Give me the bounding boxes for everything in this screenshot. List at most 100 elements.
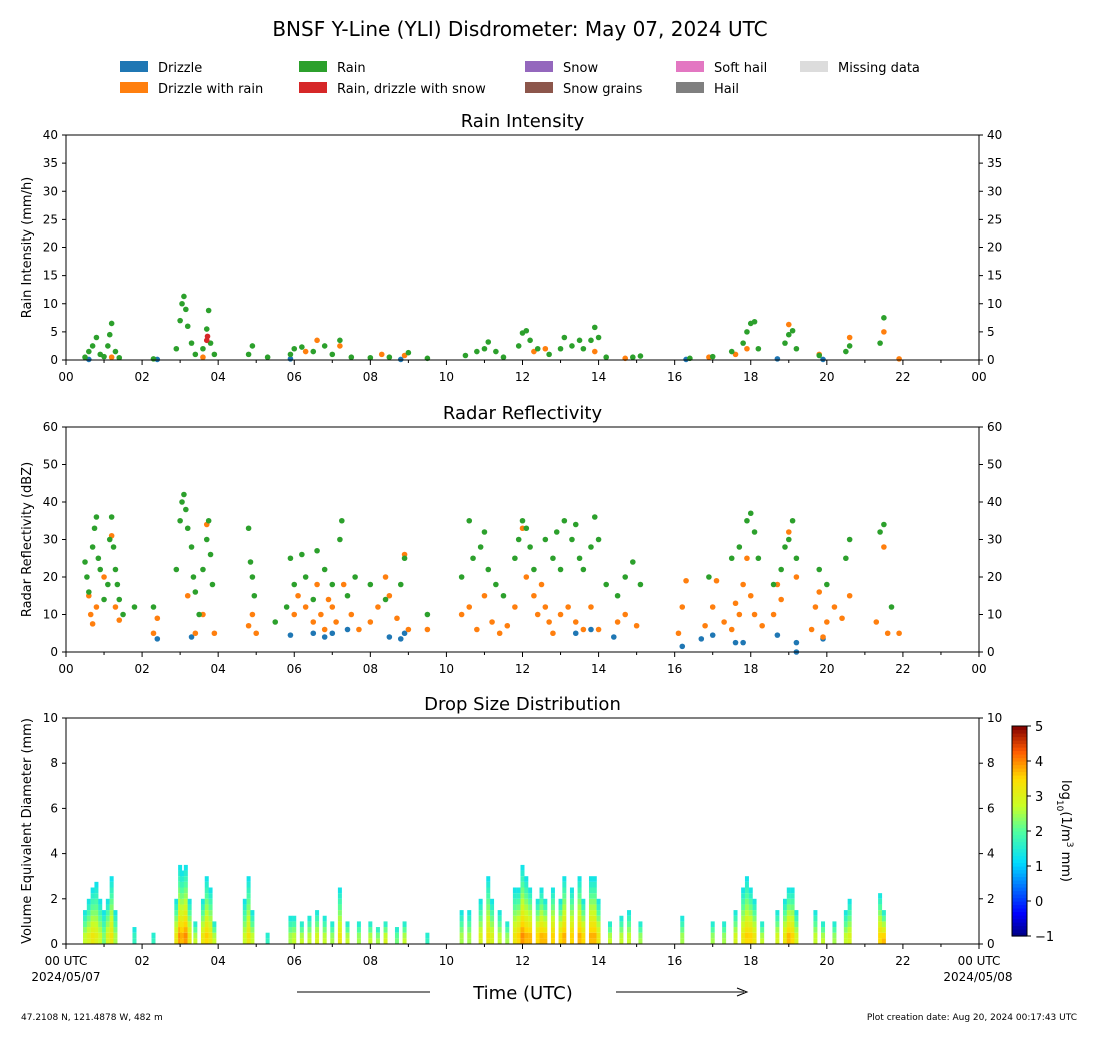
dsd-cell (794, 927, 799, 933)
data-point (367, 581, 374, 588)
dsd-cell (204, 921, 209, 928)
data-point (211, 351, 218, 358)
data-point (82, 354, 88, 360)
data-point (179, 300, 185, 307)
dsd-cell (337, 898, 342, 905)
colorbar-segment (1012, 827, 1027, 832)
dsd-cell (83, 915, 88, 922)
dsd-cell (516, 893, 521, 899)
dsd-cell (741, 921, 746, 928)
dsd-cell (200, 898, 205, 905)
y-tick-label: 0 (987, 353, 995, 367)
data-point (424, 626, 431, 633)
dsd-cell (520, 870, 525, 877)
data-point (344, 626, 351, 633)
x-tick-label: 02 (134, 954, 149, 968)
dsd-cell (782, 921, 787, 928)
dsd-cell (246, 898, 251, 905)
dsd-cell (790, 921, 795, 928)
y-tick-label: 8 (987, 756, 995, 770)
dsd-cell (775, 921, 780, 928)
dsd-cell (246, 881, 251, 888)
dsd-cell (459, 932, 464, 939)
data-point (759, 622, 765, 629)
dsd-cell (524, 898, 529, 905)
dsd-cell (102, 915, 107, 922)
data-point (474, 348, 480, 355)
dsd-cell (528, 893, 533, 899)
dsd-cell (528, 904, 533, 911)
dsd-cell (520, 932, 525, 939)
dsd-cell (878, 898, 883, 905)
colorbar-segment (1012, 768, 1027, 773)
data-point (314, 581, 320, 588)
dsd-cell (109, 893, 114, 899)
dsd-cell (786, 893, 791, 899)
data-point (295, 592, 301, 599)
data-point (542, 536, 549, 543)
data-point (713, 577, 720, 584)
dsd-cell (562, 887, 567, 894)
dsd-cell (183, 881, 188, 888)
dsd-cell (516, 910, 521, 916)
colorbar-segment (1012, 922, 1027, 927)
dsd-cell (710, 927, 715, 933)
dsd-cell (627, 915, 632, 922)
colorbar-tick-label: 4 (1035, 755, 1043, 770)
legend-swatch (120, 61, 148, 72)
data-point (751, 611, 758, 618)
dsd-cell (86, 921, 91, 928)
dsd-cell (627, 932, 632, 939)
dsd-cell (550, 932, 555, 939)
data-point (877, 340, 883, 346)
data-point (485, 339, 492, 345)
dsd-cell (794, 938, 799, 944)
data-point (116, 617, 123, 623)
colorbar-segment (1012, 733, 1027, 738)
dsd-cell (543, 932, 548, 939)
data-point (709, 353, 716, 360)
dsd-cell (193, 932, 198, 939)
data-point (709, 632, 716, 638)
data-point (356, 626, 362, 633)
data-point (106, 331, 113, 338)
dsd-cell (497, 938, 502, 944)
dsd-cell (109, 881, 114, 888)
dsd-cell (550, 921, 555, 928)
dsd-cell (752, 904, 757, 911)
dsd-cell (562, 927, 567, 933)
data-point (744, 555, 750, 562)
x-tick-label: 06 (287, 662, 302, 676)
data-point (397, 636, 404, 642)
dsd-cell (86, 910, 91, 916)
data-point (310, 596, 317, 603)
x-tick-label: 20 (819, 954, 834, 968)
y-tick-label: 30 (43, 184, 58, 198)
dsd-cell (592, 887, 597, 894)
x-tick-label: 00 UTC (958, 954, 1001, 968)
data-point (95, 555, 102, 562)
dsd-cell (790, 910, 795, 916)
data-point (774, 632, 781, 638)
y-tick-label: 25 (43, 212, 58, 226)
dsd-cell (581, 927, 586, 933)
data-point (299, 344, 305, 350)
y-axis-label: Radar Reflectivity (dBZ) (20, 462, 35, 617)
dsd-cell (375, 932, 380, 939)
data-point (523, 327, 530, 334)
data-point (630, 559, 636, 565)
dsd-cell (722, 921, 727, 928)
dsd-cell (337, 915, 342, 922)
data-point (329, 351, 336, 358)
dsd-cell (520, 921, 525, 928)
dsd-cell (288, 915, 293, 922)
dsd-cell (821, 938, 826, 944)
dsd-cell (204, 932, 209, 939)
data-point (291, 581, 298, 588)
data-point (329, 604, 336, 610)
data-point (321, 626, 328, 633)
dsd-cell (790, 932, 795, 939)
dsd-cell (843, 910, 848, 916)
data-point (576, 337, 583, 344)
data-point (114, 581, 121, 588)
